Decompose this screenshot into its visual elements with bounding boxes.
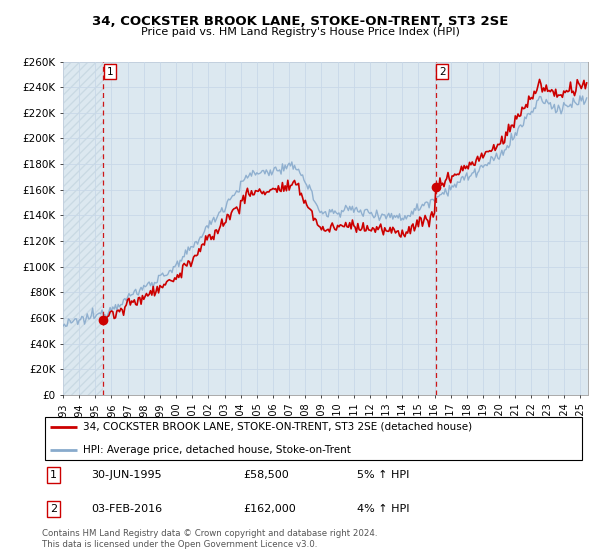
Text: 30-JUN-1995: 30-JUN-1995 [91,470,161,480]
Text: 34, COCKSTER BROOK LANE, STOKE-ON-TRENT, ST3 2SE: 34, COCKSTER BROOK LANE, STOKE-ON-TRENT,… [92,15,508,28]
Text: 1: 1 [50,470,57,480]
Text: £58,500: £58,500 [243,470,289,480]
Text: Price paid vs. HM Land Registry's House Price Index (HPI): Price paid vs. HM Land Registry's House … [140,27,460,38]
Text: 03-FEB-2016: 03-FEB-2016 [91,504,162,514]
Text: 4% ↑ HPI: 4% ↑ HPI [357,504,409,514]
Text: 2: 2 [439,67,446,77]
Text: 2: 2 [50,504,57,514]
Text: 34, COCKSTER BROOK LANE, STOKE-ON-TRENT, ST3 2SE (detached house): 34, COCKSTER BROOK LANE, STOKE-ON-TRENT,… [83,422,472,432]
Text: £162,000: £162,000 [243,504,296,514]
Text: Contains HM Land Registry data © Crown copyright and database right 2024.
This d: Contains HM Land Registry data © Crown c… [42,529,377,549]
Text: 1: 1 [107,67,113,77]
Text: 5% ↑ HPI: 5% ↑ HPI [357,470,409,480]
Text: HPI: Average price, detached house, Stoke-on-Trent: HPI: Average price, detached house, Stok… [83,445,350,455]
FancyBboxPatch shape [45,417,582,460]
Bar [63,62,103,395]
